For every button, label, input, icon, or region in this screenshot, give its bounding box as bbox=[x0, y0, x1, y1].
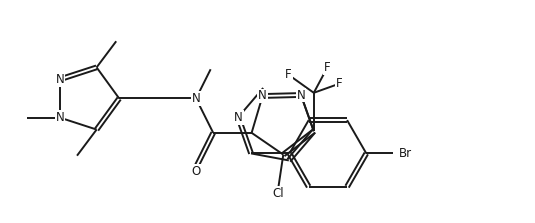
Text: N: N bbox=[258, 89, 267, 103]
Text: Cl: Cl bbox=[272, 187, 284, 200]
Text: O: O bbox=[192, 165, 201, 178]
Text: N: N bbox=[56, 111, 64, 124]
Text: N: N bbox=[56, 73, 64, 86]
Text: N: N bbox=[234, 111, 242, 124]
Text: N: N bbox=[192, 92, 201, 105]
Text: F: F bbox=[285, 68, 292, 81]
Text: Br: Br bbox=[399, 147, 411, 160]
Text: F: F bbox=[336, 77, 342, 90]
Text: N: N bbox=[296, 89, 305, 101]
Text: F: F bbox=[324, 61, 331, 74]
